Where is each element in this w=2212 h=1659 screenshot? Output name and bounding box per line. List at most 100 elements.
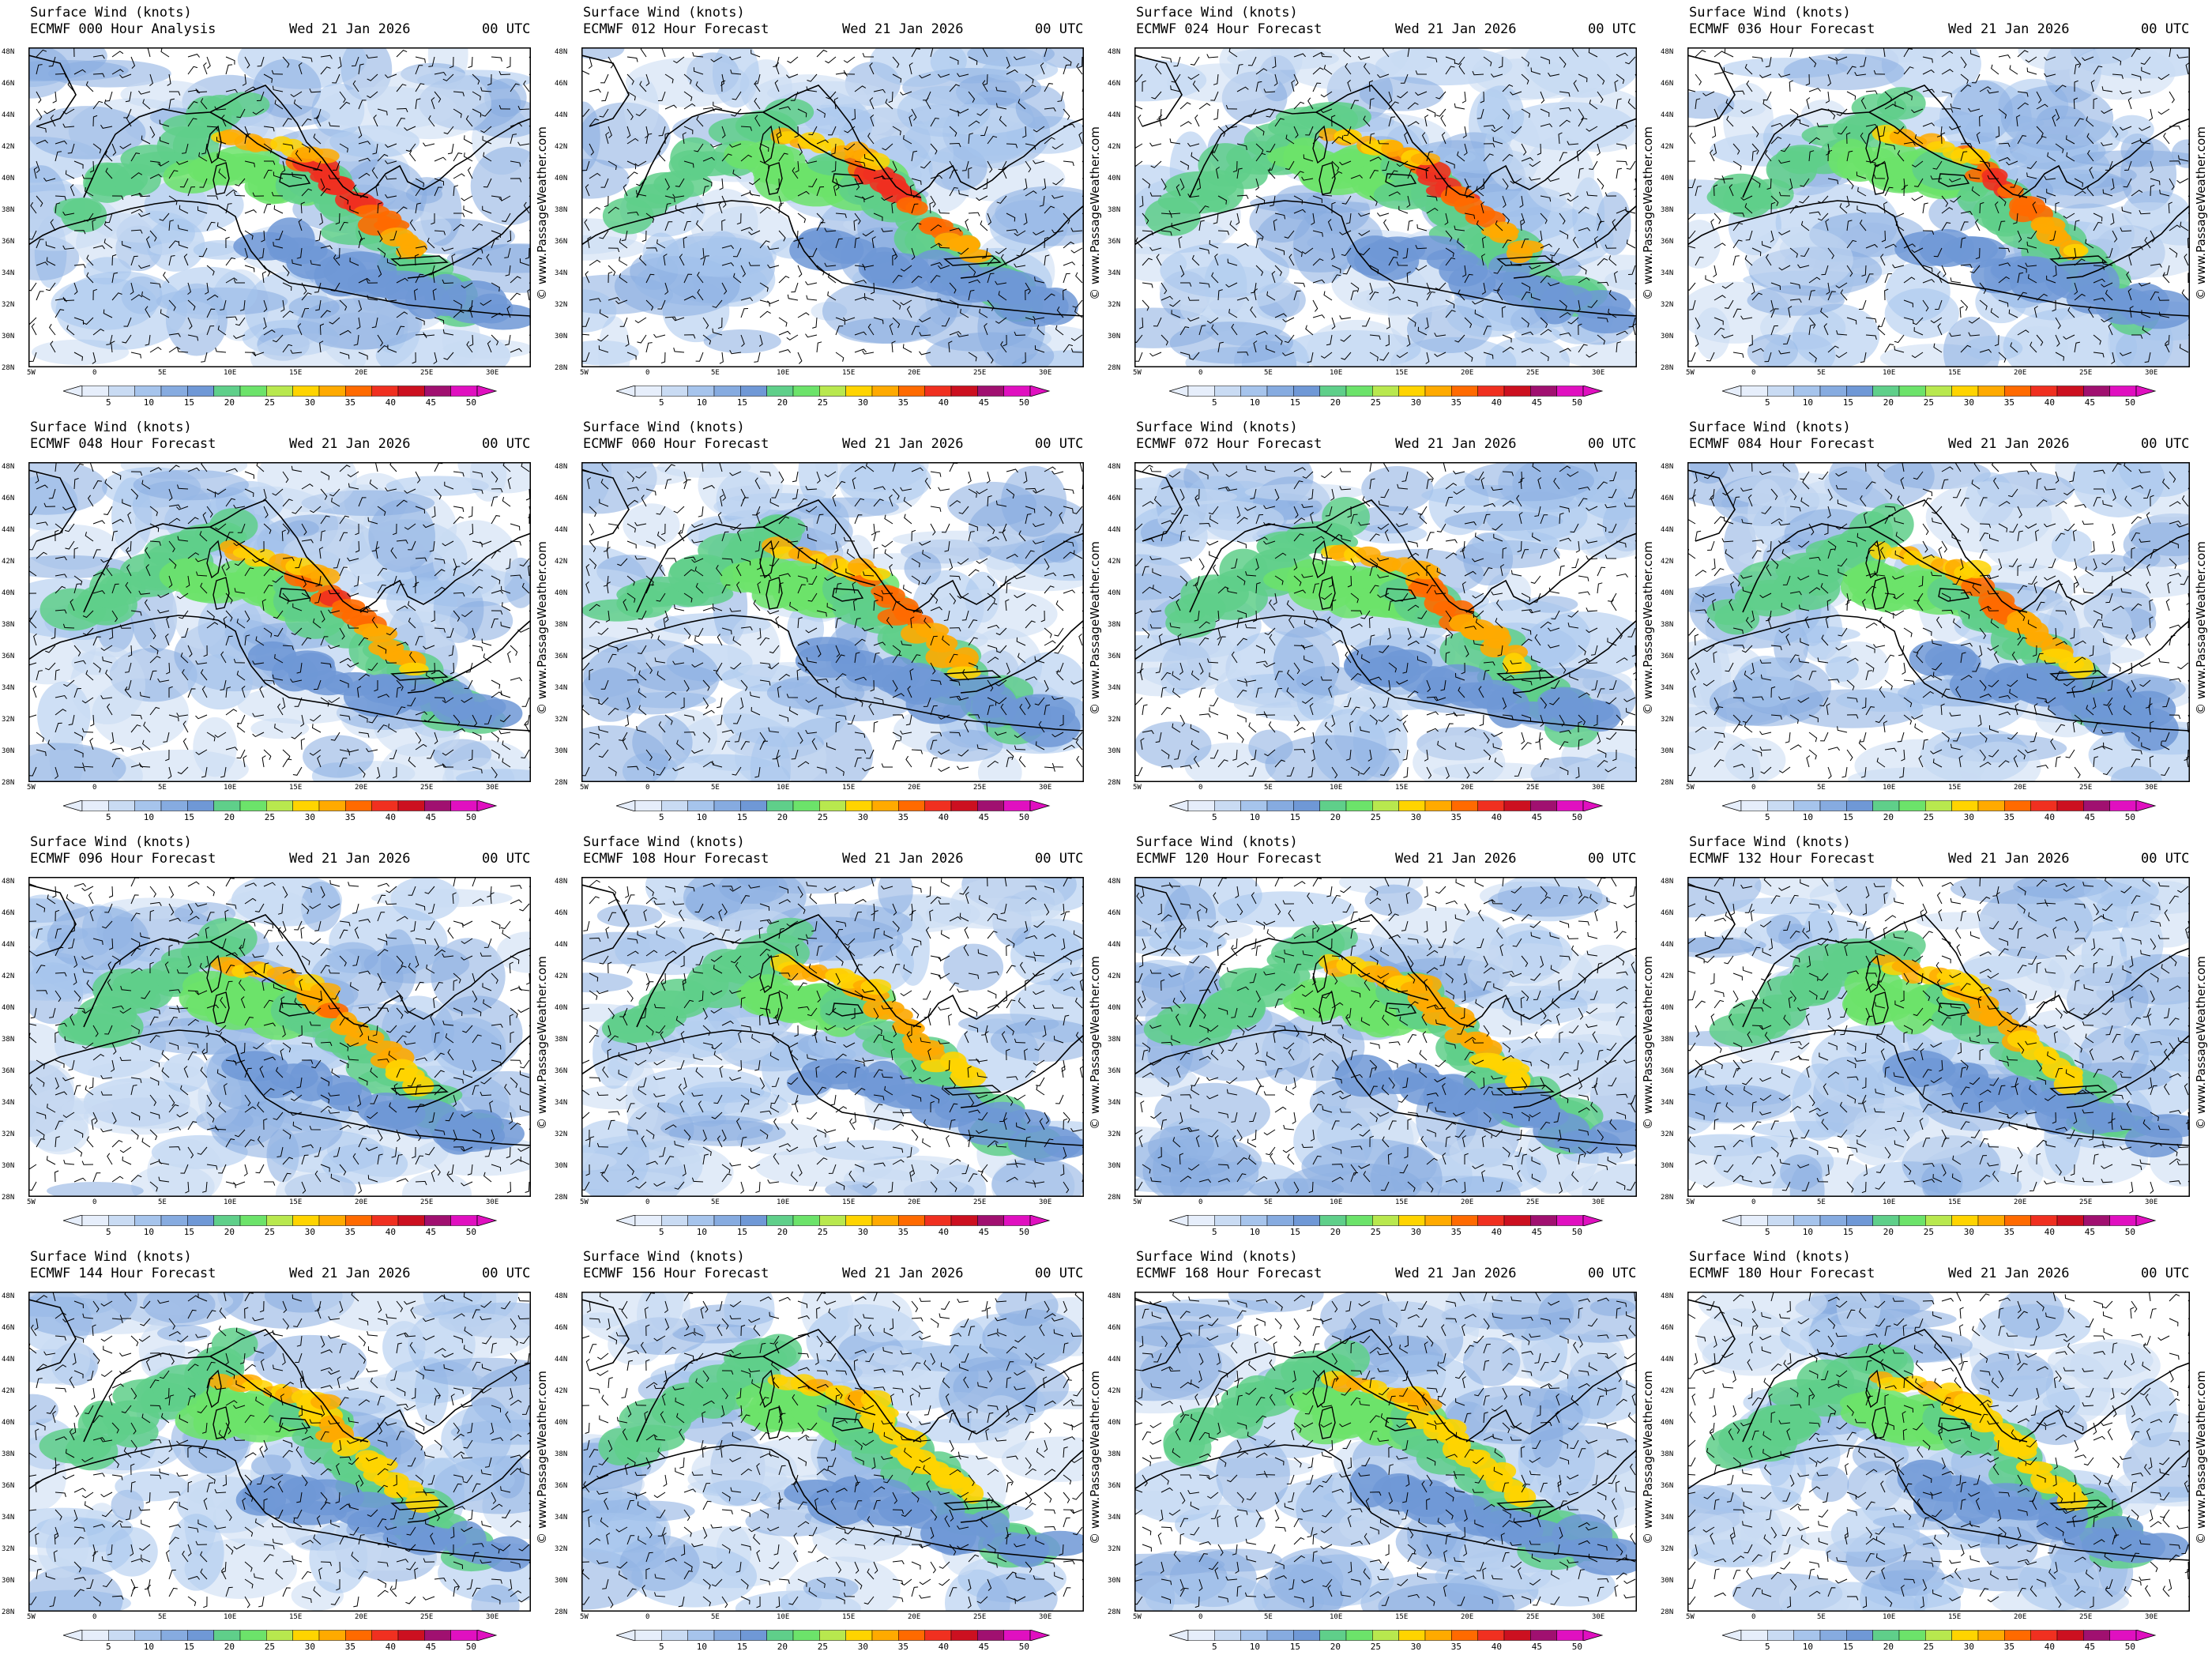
lat-label: 38N xyxy=(2,621,15,629)
colorbar-tick: 10 xyxy=(143,1642,154,1652)
forecast-label: ECMWF 144 Hour Forecast xyxy=(30,1266,216,1281)
colorbar-swatch xyxy=(1293,386,1320,397)
colorbar-swatch xyxy=(2030,386,2058,397)
lat-label: 28N xyxy=(1661,779,1674,787)
colorbar-tick: 35 xyxy=(2003,397,2014,408)
island-outline xyxy=(2049,1085,2108,1096)
lon-label: 10E xyxy=(224,1613,237,1621)
map-frame xyxy=(1687,47,2190,367)
lat-label: 36N xyxy=(2,238,15,246)
colorbar-swatch xyxy=(924,800,952,811)
utc-label: 00 UTC xyxy=(2141,1266,2190,1281)
lat-label: 28N xyxy=(1108,1194,1121,1202)
colorbar-swatch xyxy=(1925,386,1952,397)
lat-label: 32N xyxy=(2,716,15,724)
lon-label: 0 xyxy=(92,1613,97,1621)
lat-label: 40N xyxy=(2,175,15,182)
lat-label: 32N xyxy=(555,1130,568,1138)
lat-label: 36N xyxy=(1108,238,1121,246)
colorbar-tick: 20 xyxy=(777,1227,788,1237)
lat-label: 46N xyxy=(2,909,15,917)
island-outline xyxy=(1319,577,1336,610)
coastline xyxy=(1687,55,2190,317)
forecast-label: ECMWF 168 Hour Forecast xyxy=(1136,1266,1322,1281)
lat-label: 38N xyxy=(1108,1450,1121,1458)
colorbar-swatch xyxy=(1793,1215,1821,1226)
colorbar-swatch xyxy=(1266,386,1294,397)
lat-label: 38N xyxy=(1108,1036,1121,1044)
map-frame xyxy=(581,1292,1084,1612)
colorbar-swatch xyxy=(292,1630,320,1641)
colorbar-tick: 15 xyxy=(1289,397,1300,408)
lon-label: 10E xyxy=(1330,1198,1343,1206)
lat-label: 42N xyxy=(555,1387,568,1395)
colorbar-tick: 10 xyxy=(143,397,154,408)
colorbar-swatch xyxy=(1819,800,1847,811)
lat-label: 34N xyxy=(1661,1514,1674,1522)
colorbar-swatch xyxy=(239,1215,267,1226)
colorbar-tick: 15 xyxy=(736,1642,747,1652)
colorbar-swatch xyxy=(661,1215,688,1226)
island-outline xyxy=(206,954,222,994)
colorbar xyxy=(1169,1215,1604,1226)
colorbar-swatch xyxy=(450,800,478,811)
island-outline xyxy=(832,588,864,602)
utc-label: 00 UTC xyxy=(1035,436,1084,452)
colorbar-swatch xyxy=(687,386,715,397)
colorbar-swatch xyxy=(292,386,320,397)
lat-label: 32N xyxy=(1661,301,1674,309)
island-outline xyxy=(1496,255,1555,266)
colorbar-swatch xyxy=(345,1215,372,1226)
lon-label: 15E xyxy=(842,1613,856,1621)
colorbar-swatch xyxy=(134,1630,162,1641)
lat-label: 36N xyxy=(555,238,568,246)
colorbar-tick: 35 xyxy=(897,1227,908,1237)
colorbar-swatch xyxy=(1451,386,1478,397)
lat-label: 28N xyxy=(2,1608,15,1616)
wind-map xyxy=(1687,47,2190,367)
colorbar xyxy=(63,1215,498,1226)
lat-label: 48N xyxy=(1108,48,1121,56)
colorbar-tick: 5 xyxy=(659,1227,664,1237)
copyright-text: © www.PassageWeather.com xyxy=(2194,956,2208,1130)
colorbar-tick: 40 xyxy=(2044,397,2055,408)
date-label: Wed 21 Jan 2026 xyxy=(289,851,411,867)
colorbar-tick: 15 xyxy=(736,1227,747,1237)
lon-label: 30E xyxy=(2145,369,2158,377)
lon-label: 30E xyxy=(486,1613,499,1621)
colorbar xyxy=(616,1215,1051,1226)
map-frame xyxy=(1134,1292,1637,1612)
wind-map xyxy=(28,47,531,367)
colorbar-swatch xyxy=(766,386,794,397)
lon-label: 5E xyxy=(1817,1613,1826,1621)
lon-label: 20E xyxy=(355,1613,368,1621)
panel-title: Surface Wind (knots) xyxy=(1136,5,1298,21)
colorbar-tick: 50 xyxy=(1018,397,1029,408)
forecast-panel: Surface Wind (knots) ECMWF 144 Hour Fore… xyxy=(0,1244,553,1659)
colorbar-swatch xyxy=(766,1630,794,1641)
colorbar-swatch xyxy=(213,1630,241,1641)
island-outline xyxy=(943,255,1002,266)
lon-label: 20E xyxy=(1461,1198,1474,1206)
lon-label: 25E xyxy=(1526,784,1540,792)
colorbar-tick: 20 xyxy=(777,397,788,408)
lon-label: 0 xyxy=(645,1613,650,1621)
lon-label: 25E xyxy=(420,1613,434,1621)
colorbar-swatch xyxy=(713,386,741,397)
copyright-watermark: © www.PassageWeather.com xyxy=(1087,901,1103,1185)
lon-label: 30E xyxy=(1039,369,1052,377)
island-outline xyxy=(279,588,311,602)
colorbar-swatch xyxy=(239,386,267,397)
colorbar xyxy=(616,386,1051,397)
lat-label: 30N xyxy=(2,1162,15,1170)
colorbar-swatch xyxy=(81,1630,109,1641)
lon-label: 25E xyxy=(2079,1613,2093,1621)
lat-label: 44N xyxy=(555,941,568,949)
colorbar-swatch xyxy=(397,1215,425,1226)
colorbar-swatch xyxy=(898,1630,925,1641)
utc-label: 00 UTC xyxy=(1588,21,1637,37)
colorbar-swatch xyxy=(81,386,109,397)
lon-label: 0 xyxy=(645,369,650,377)
lat-label: 32N xyxy=(2,1130,15,1138)
lat-label: 30N xyxy=(1661,333,1674,340)
